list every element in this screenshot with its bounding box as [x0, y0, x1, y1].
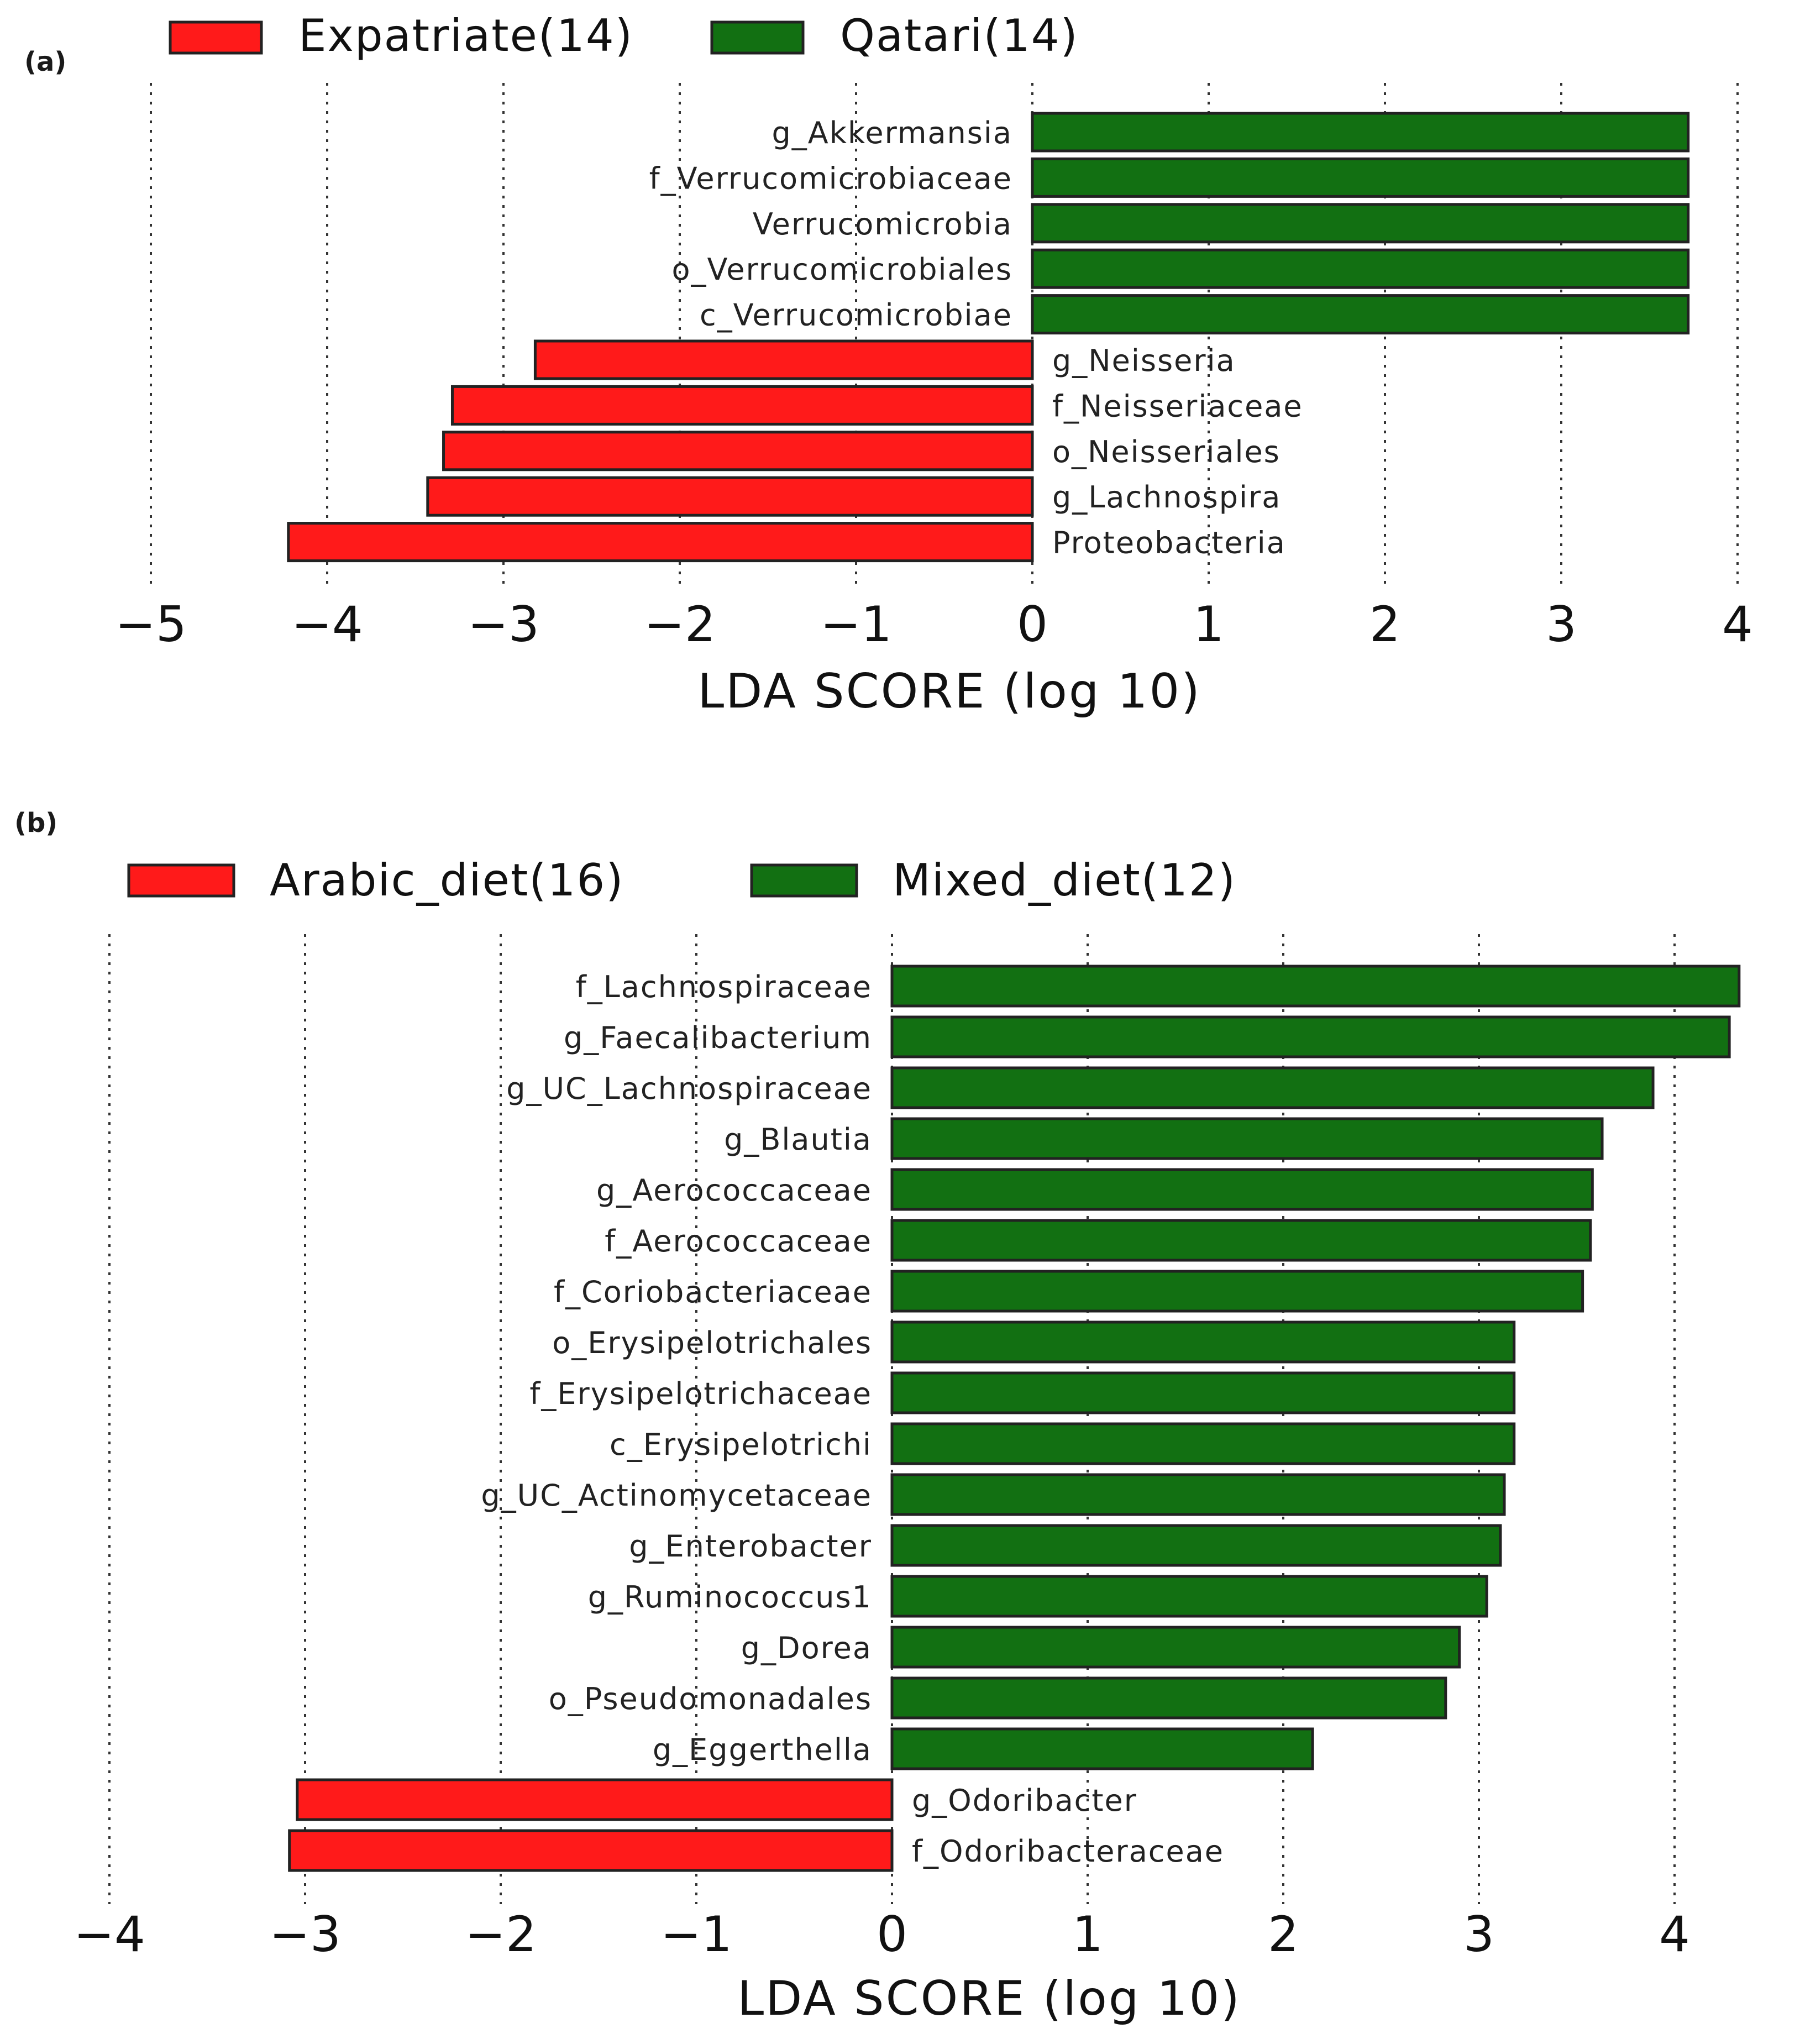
panel-b-bar: [890, 1270, 1584, 1313]
panel-a-bar: [1031, 157, 1690, 198]
panel-b-legend-label-0: Arabic_diet(16): [270, 855, 624, 906]
panel-a-legend-swatch-0: [169, 20, 263, 55]
panel-b-bar: [890, 1219, 1592, 1262]
panel-b-bar: [288, 1829, 894, 1872]
panel-b-bar-label: f_Coriobacteriaceae: [554, 1275, 872, 1309]
panel-b-bar: [890, 1727, 1314, 1770]
panel-b-label: (b): [14, 808, 57, 838]
panel-b-bar: [890, 1626, 1461, 1669]
panel-b-bar: [890, 1015, 1731, 1058]
panel-b-bar-label: f_Aerococcaceae: [605, 1224, 872, 1259]
panel-b-bar: [890, 1422, 1516, 1465]
panel-a-bar-label: f_Verrucomicrobiaceae: [649, 161, 1012, 196]
panel-a-label: (a): [24, 46, 66, 77]
panel-b-bar-label: g_Dorea: [741, 1631, 872, 1665]
panel-b-bar: [890, 1066, 1655, 1109]
panel-a-x-tick-label: 0: [1017, 596, 1048, 653]
panel-b-legend-label-1: Mixed_diet(12): [893, 855, 1236, 906]
panel-b-bars: [288, 965, 1741, 1872]
panel-b-bar: [890, 1168, 1594, 1211]
panel-b-bar-label: o_Erysipelotrichales: [552, 1325, 872, 1360]
panel-b-bar-label: g_UC_Actinomycetaceae: [481, 1478, 872, 1513]
panel-a-x-tick-label: 2: [1369, 596, 1400, 653]
panel-b: (b) Arabic_diet(16) Mixed_diet(12) f_Lac…: [14, 808, 1741, 2026]
panel-b-x-tick-label: −2: [465, 1906, 537, 1963]
panel-a-bar-label: Proteobacteria: [1052, 526, 1286, 560]
panel-a-x-tick-label: −1: [820, 596, 892, 653]
panel-b-bar-label: f_Lachnospiraceae: [576, 969, 872, 1004]
panel-a-x-tick-label: 4: [1722, 596, 1753, 653]
panel-a-bar-label: c_Verrucomicrobiae: [700, 298, 1012, 333]
panel-b-bar-label: g_Aerococcaceae: [596, 1173, 872, 1208]
panel-a-bars: [287, 112, 1690, 563]
panel-b-bar-label: g_Blautia: [724, 1122, 872, 1157]
panel-b-bar-label: c_Erysipelotrichi: [610, 1427, 872, 1462]
panel-a-bar: [1031, 112, 1690, 153]
panel-a-bar-labels: g_Akkermansia f_Verrucomicrobiaceae Verruc…: [649, 116, 1303, 560]
panel-b-bar: [890, 1524, 1502, 1567]
panel-b-bar-label: g_Faecalibacterium: [564, 1020, 872, 1055]
panel-b-x-tick-label: −1: [660, 1906, 732, 1963]
panel-a-x-tick-label: −4: [291, 596, 363, 653]
panel-b-bar: [890, 965, 1741, 1008]
panel-b-x-tick-label: 1: [1072, 1906, 1103, 1963]
panel-a-bar-label: o_Verrucomicrobiales: [672, 252, 1013, 287]
panel-b-bar: [890, 1473, 1506, 1516]
panel-a-legend-label-0: Expatriate(14): [298, 10, 633, 61]
panel-a-x-tick-label: −5: [115, 596, 187, 653]
panel-a-bar-label: Verrucomicrobia: [753, 207, 1012, 242]
panel-b-x-tick-label: −3: [269, 1906, 341, 1963]
panel-b-legend: Arabic_diet(16) Mixed_diet(12): [127, 855, 1236, 906]
panel-a-x-tick-label: −3: [468, 596, 539, 653]
panel-a-bar: [1031, 294, 1690, 335]
panel-b-bar-label: g_Enterobacter: [629, 1529, 872, 1564]
panel-b-bar-label: g_UC_Lachnospiraceae: [506, 1071, 872, 1106]
panel-a-bar: [426, 476, 1034, 517]
panel-a-x-tick-label: 3: [1546, 596, 1577, 653]
panel-b-x-tick-label: 4: [1659, 1906, 1690, 1963]
panel-a-bar: [533, 339, 1034, 380]
panel-a-bar-label: g_Neisseria: [1052, 343, 1236, 378]
panel-b-x-tick-label: 0: [877, 1906, 907, 1963]
panel-b-x-axis-title: LDA SCORE (log 10): [737, 1971, 1241, 2026]
panel-a-bar: [450, 385, 1034, 426]
panel-b-x-tick-label: −4: [74, 1906, 145, 1963]
panel-a-bar-label: f_Neisseriaceae: [1052, 389, 1303, 423]
panel-a-bar: [1031, 203, 1690, 244]
panel-b-bar: [890, 1117, 1604, 1160]
panel-a-legend: Expatriate(14) Qatari(14): [169, 10, 1079, 61]
panel-b-bar-label: g_Ruminococcus1: [588, 1580, 872, 1615]
panel-a-bar-label: g_Akkermansia: [772, 116, 1012, 150]
panel-b-bar: [890, 1371, 1516, 1414]
panel-a: (a) Expatriate(14) Qatari(14) g_Akkerman…: [24, 10, 1753, 719]
panel-a-legend-label-1: Qatari(14): [840, 10, 1079, 61]
panel-b-bar-labels: f_Lachnospiraceae g_Faecalibacterium g_UC_…: [481, 969, 1224, 1869]
panel-a-bar: [442, 431, 1034, 471]
panel-b-bar: [890, 1676, 1447, 1720]
panel-b-x-tick-label: 3: [1463, 1906, 1494, 1963]
panel-a-legend-swatch-1: [710, 20, 805, 55]
panel-a-bar: [287, 522, 1034, 563]
panel-b-bar-label: g_Odoribacter: [912, 1783, 1137, 1818]
panel-a-x-tick-label: −2: [644, 596, 716, 653]
panel-a-x-tick-label: 1: [1193, 596, 1224, 653]
panel-b-x-tick-label: 2: [1268, 1906, 1299, 1963]
panel-a-bar-label: o_Neisseriales: [1052, 434, 1281, 469]
panel-b-bar: [890, 1575, 1488, 1618]
panel-a-x-ticks: −5 −4 −3 −2 −1 0 1 2 3 4: [115, 596, 1753, 653]
panel-a-bar-label: g_Lachnospira: [1052, 480, 1281, 515]
panel-a-bar: [1031, 248, 1690, 289]
panel-b-bar-label: f_Erysipelotrichaceae: [529, 1376, 872, 1411]
panel-b-bar-label: o_Pseudomonadales: [549, 1681, 872, 1716]
panel-b-legend-swatch-1: [750, 863, 858, 898]
panel-b-bar: [890, 1320, 1516, 1364]
panel-a-x-axis-title: LDA SCORE (log 10): [697, 664, 1201, 719]
panel-b-bar: [296, 1778, 894, 1821]
panel-b-bar-label: f_Odoribacteraceae: [912, 1834, 1224, 1869]
panel-b-legend-swatch-0: [127, 863, 235, 898]
panel-b-x-ticks: −4 −3 −2 −1 0 1 2 3 4: [74, 1906, 1690, 1963]
panel-b-bar-label: g_Eggerthella: [653, 1732, 872, 1767]
